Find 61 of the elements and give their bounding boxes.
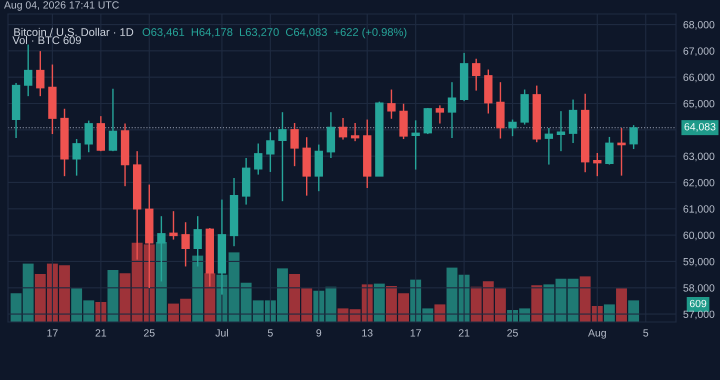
x-tick-label: 21 [96,329,106,336]
bar [616,288,627,322]
x-tick-label: Jul [215,328,228,337]
x-tick-label: 17 [410,329,421,336]
candlestick [169,210,178,240]
y-tick-label: 68,000 [683,21,714,30]
y-tick-label: 62,000 [683,178,714,188]
candlestick [84,120,93,153]
candlestick [629,124,638,150]
ref-line-label: 64,083 [684,123,716,132]
candlestick [472,58,480,92]
bar [434,304,446,322]
x-tick-label: 5 [268,329,273,337]
candlestick [36,50,44,97]
candlestick [436,104,444,124]
bar [374,284,385,322]
candlestick [266,132,275,173]
candlestick [568,98,578,144]
y-tick-label: 58,000 [683,284,714,293]
candlestick [72,138,81,176]
candlestick [108,88,118,152]
bar [604,304,615,322]
candlestick [278,111,287,202]
candlestick [290,122,299,167]
y-tick-label: 63,000 [683,152,714,162]
x-tick-label: 13 [362,329,373,337]
candlestick [508,118,517,137]
candlestick [448,81,456,139]
candlestick [617,127,626,176]
text: 609 [690,300,706,308]
text: Bitcoin / U.S. Dollar · 1D [14,28,134,36]
candlestick [544,127,554,166]
bar [628,300,640,322]
y-tick-label: 60,000 [683,232,714,240]
candlestick [411,120,420,170]
chart-title: Vol · BTC 609 [12,36,81,44]
candlestick [350,122,360,142]
candlestick [254,142,262,176]
y-tick-label: 59,000 [683,258,714,267]
x-tick-label: 25 [144,329,155,337]
candlestick [593,152,602,177]
text: O63,461 H64,178 L63,270 C64,083 +622 (+0.98%) [142,28,406,38]
candlestick [338,117,348,140]
bar [107,270,118,322]
x-tick-label: Aug [588,329,606,339]
candlestick [605,136,614,166]
y-tick-label: 57,000 [683,310,714,320]
candlestick [181,222,190,268]
candlestick [387,88,396,120]
x-tick-label: 17 [47,329,58,336]
y-tick-label: 66,000 [683,74,714,82]
candlestick [24,44,32,97]
y-tick-label: 61,000 [683,205,714,214]
y-tick-label: 65,000 [683,100,714,109]
candlestick [556,110,566,152]
x-tick-label: 25 [507,329,518,337]
x-tick-label: 5 [643,329,648,337]
x-tick-label: 9 [316,329,322,337]
x-tick-label: 21 [458,329,470,336]
text: Aug 04, 2026 17:41 UTC [4,1,119,11]
y-tick-label: 67,000 [683,47,714,56]
